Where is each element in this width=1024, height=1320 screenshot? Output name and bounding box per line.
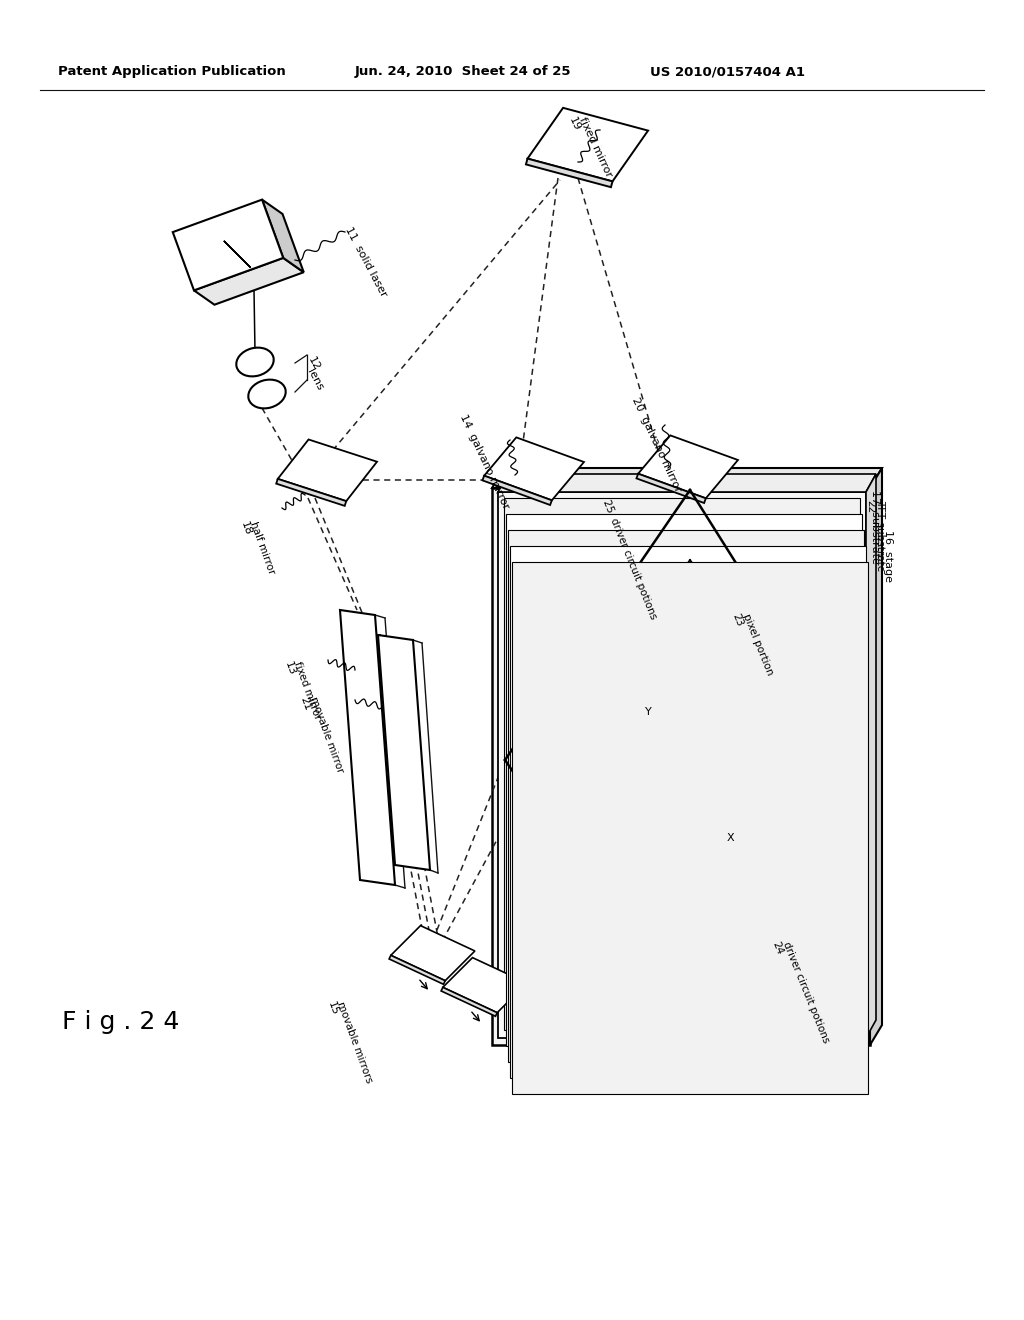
Polygon shape (508, 531, 864, 1063)
Polygon shape (378, 635, 430, 870)
Text: TFT substrate: TFT substrate (874, 500, 885, 572)
Text: movable mirrors: movable mirrors (336, 1001, 375, 1084)
Text: Jun. 24, 2010  Sheet 24 of 25: Jun. 24, 2010 Sheet 24 of 25 (355, 66, 571, 78)
Text: half mirror: half mirror (249, 520, 276, 576)
Polygon shape (510, 546, 866, 1078)
Polygon shape (866, 474, 876, 1038)
Text: 15: 15 (326, 1001, 340, 1016)
Ellipse shape (237, 347, 273, 376)
Text: Patent Application Publication: Patent Application Publication (58, 66, 286, 78)
Polygon shape (506, 513, 862, 1045)
Polygon shape (484, 437, 584, 500)
Polygon shape (526, 158, 612, 187)
Text: fixed mirror: fixed mirror (293, 660, 323, 721)
Text: 21: 21 (299, 696, 312, 711)
Text: 18: 18 (239, 520, 253, 537)
Text: 17  substrate: 17 substrate (870, 490, 880, 564)
Polygon shape (638, 436, 738, 499)
Text: 22: 22 (865, 500, 874, 513)
Text: 12: 12 (305, 355, 322, 372)
Text: fixed mirror: fixed mirror (578, 116, 614, 180)
Polygon shape (498, 474, 876, 492)
Text: 16  stage: 16 stage (883, 531, 893, 582)
Text: 13: 13 (283, 660, 297, 677)
Text: Y: Y (645, 708, 651, 717)
Polygon shape (482, 475, 552, 506)
Text: 14  galvano mirror: 14 galvano mirror (459, 413, 511, 511)
Polygon shape (492, 469, 882, 488)
Text: movable mirror: movable mirror (308, 696, 345, 774)
Polygon shape (527, 108, 648, 181)
Text: 25  driver circuit potions: 25 driver circuit potions (601, 498, 658, 620)
Text: pixel portion: pixel portion (740, 612, 774, 676)
Polygon shape (442, 957, 527, 1012)
Polygon shape (224, 240, 251, 268)
Text: F i g . 2 4: F i g . 2 4 (62, 1010, 179, 1034)
Polygon shape (276, 479, 346, 506)
Polygon shape (278, 440, 377, 502)
Polygon shape (194, 257, 304, 305)
Polygon shape (637, 474, 706, 503)
Polygon shape (441, 987, 498, 1016)
Text: US 2010/0157404 A1: US 2010/0157404 A1 (650, 66, 805, 78)
Polygon shape (262, 199, 304, 272)
Polygon shape (389, 956, 445, 985)
Text: 20  galvano mirror: 20 galvano mirror (631, 396, 683, 494)
Polygon shape (173, 199, 284, 290)
Text: driver circuit potions: driver circuit potions (780, 940, 830, 1044)
Ellipse shape (248, 380, 286, 408)
Text: 11  solid laser: 11 solid laser (344, 226, 389, 298)
Polygon shape (512, 562, 868, 1094)
Polygon shape (498, 492, 866, 1038)
Text: 24: 24 (771, 940, 785, 956)
Text: 19: 19 (567, 116, 583, 133)
Text: X: X (726, 833, 734, 843)
Polygon shape (340, 610, 395, 884)
Polygon shape (492, 488, 870, 1045)
Text: lens: lens (305, 368, 326, 392)
Polygon shape (870, 469, 882, 1045)
Polygon shape (504, 498, 860, 1030)
Polygon shape (391, 925, 475, 981)
Text: 23: 23 (731, 612, 745, 628)
